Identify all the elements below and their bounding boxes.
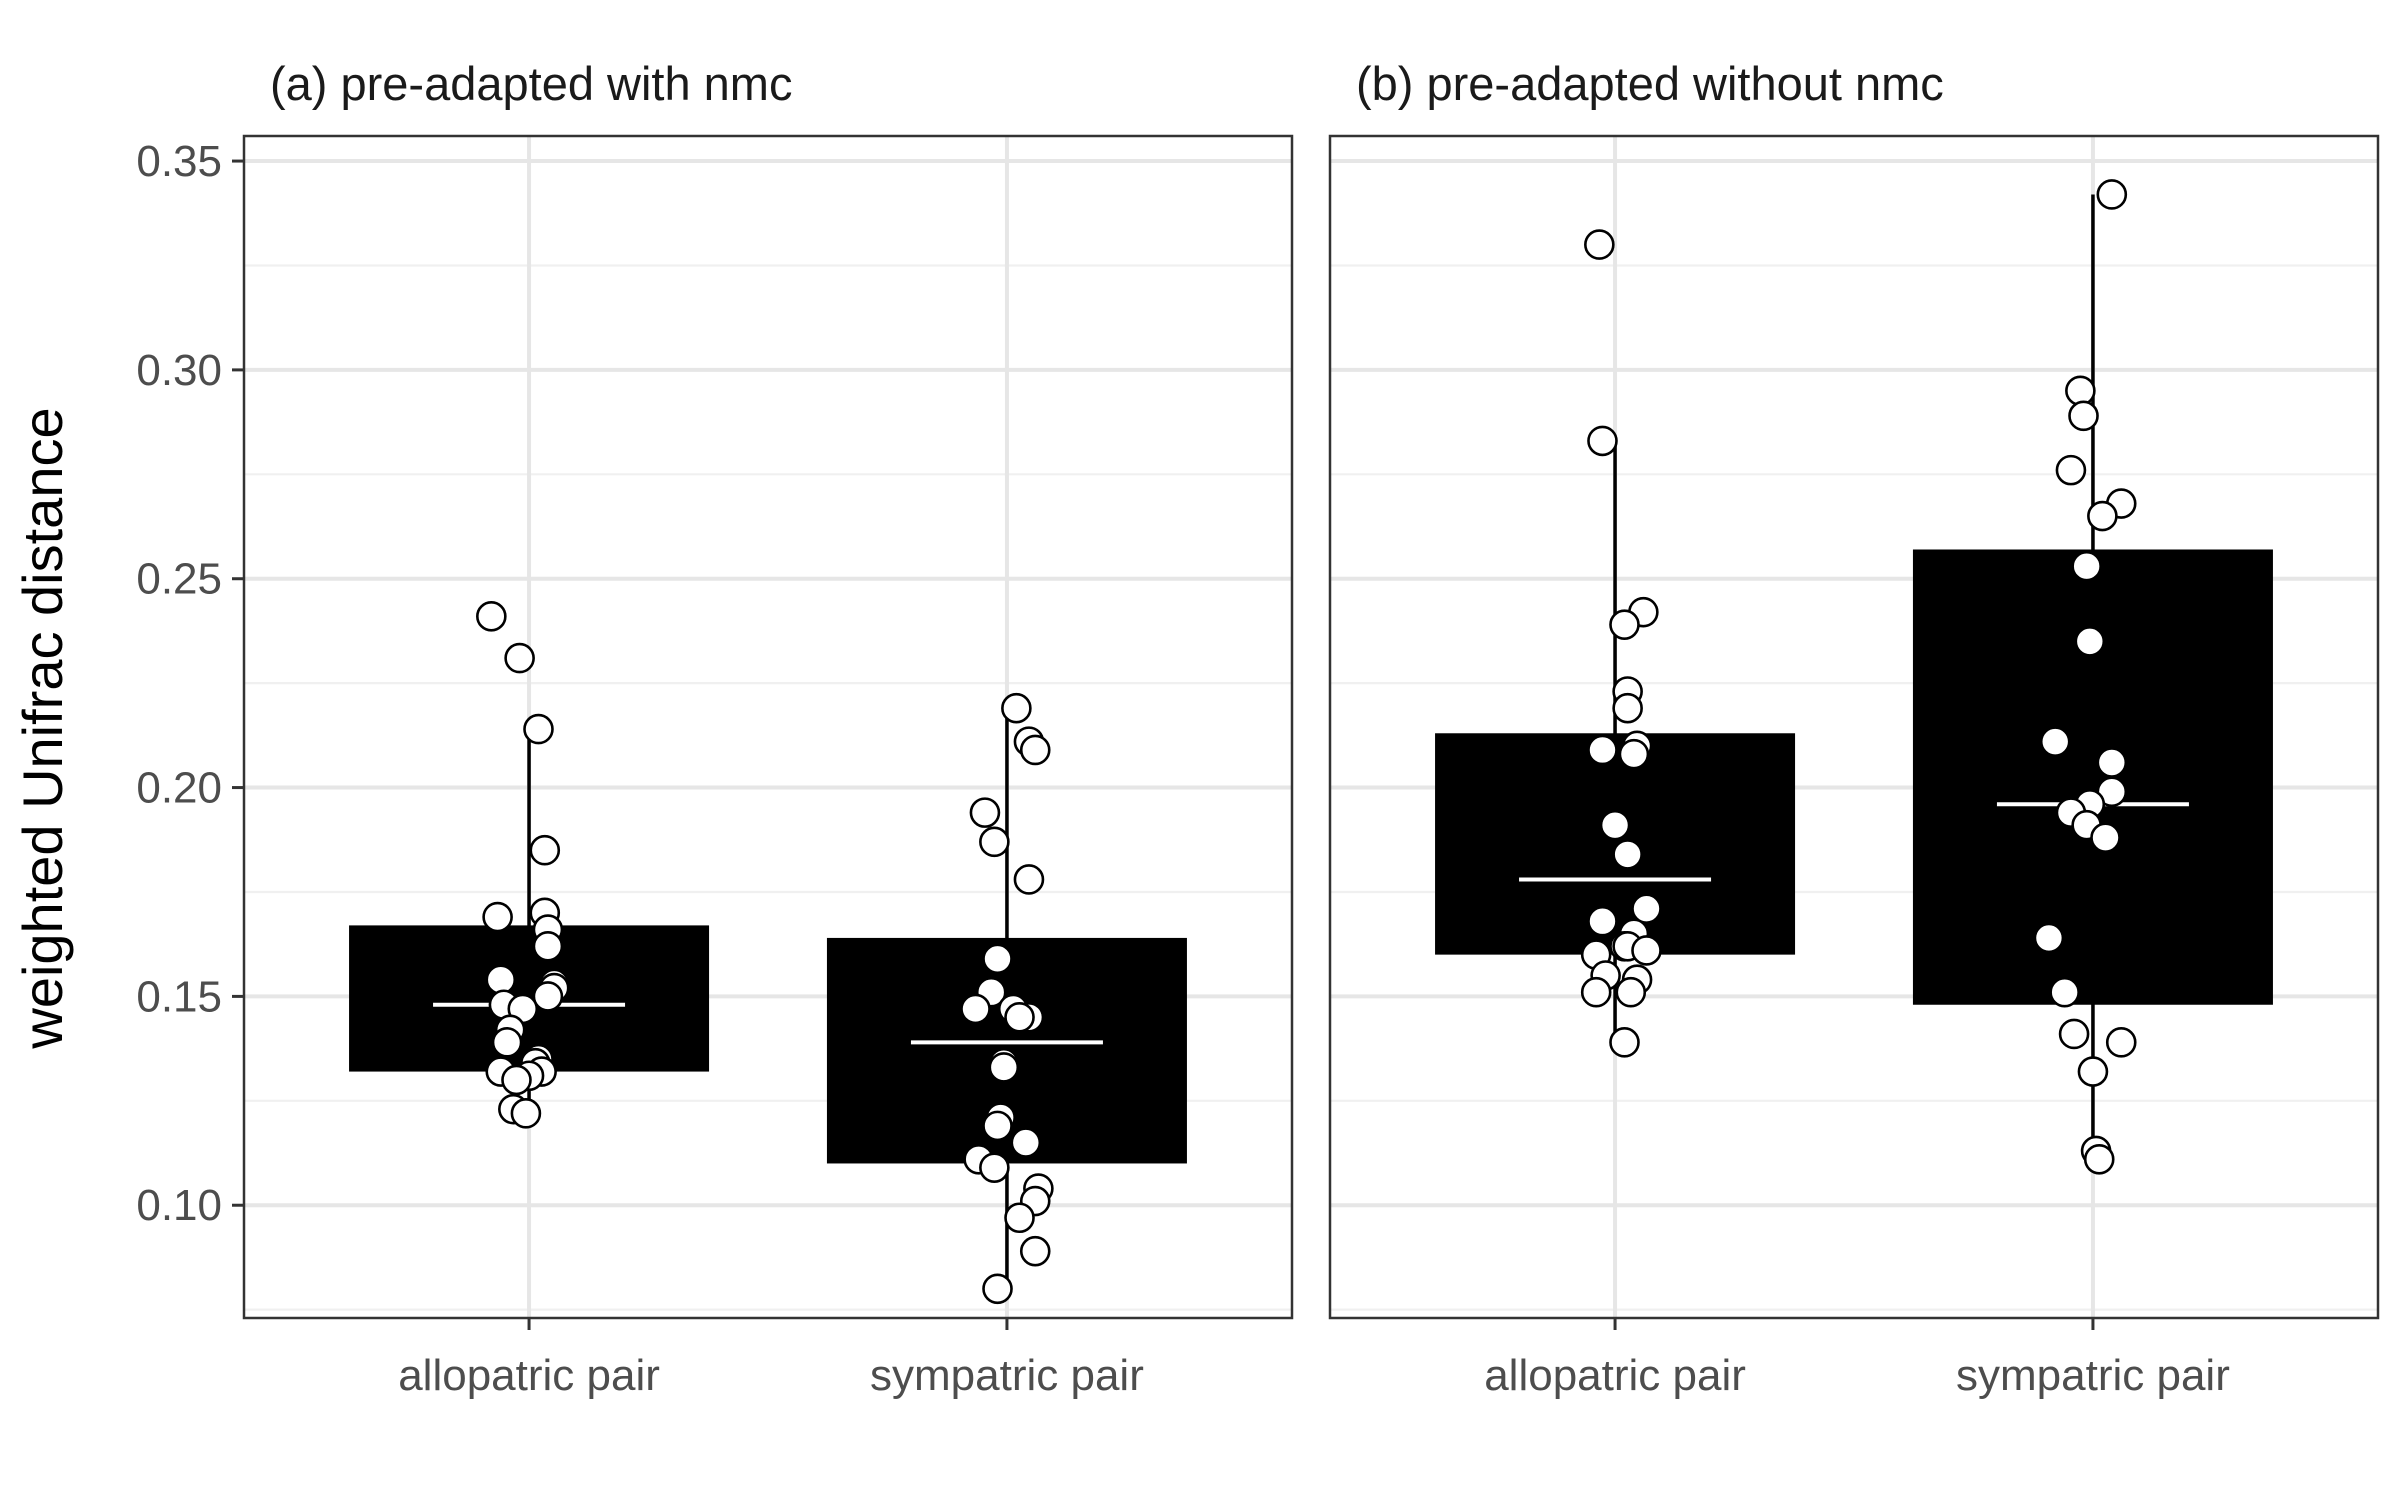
panel-b: (b) pre-adapted without nmc allopatric pa… — [1328, 57, 2380, 1400]
group-allopatric-pair — [1435, 229, 1796, 1058]
data-point — [510, 1098, 542, 1129]
data-point — [988, 1052, 1020, 1083]
data-point — [2049, 976, 2080, 1008]
y-tick-label: 0.10 — [136, 1181, 222, 1230]
x-tick-label: allopatric pair — [1484, 1351, 1746, 1400]
group-sympatric-pair — [826, 692, 1187, 1305]
data-point — [969, 797, 1001, 828]
data-point — [1019, 1235, 1051, 1267]
data-point — [523, 713, 554, 745]
data-point — [1580, 976, 1612, 1008]
y-tick-label: 0.15 — [136, 972, 222, 1021]
data-point — [2071, 550, 2102, 582]
data-point — [1609, 1027, 1640, 1058]
data-point — [1004, 1202, 1035, 1234]
data-point — [2065, 375, 2096, 407]
x-tick-label: allopatric pair — [398, 1351, 660, 1400]
data-point — [2074, 626, 2106, 657]
data-point — [1599, 809, 1631, 841]
data-point — [1587, 425, 1618, 457]
data-point — [982, 1273, 1013, 1305]
data-point — [2068, 400, 2099, 432]
data-point — [2033, 922, 2065, 954]
data-point — [529, 834, 561, 866]
data-point — [1010, 1127, 1042, 1158]
data-point — [1615, 976, 1647, 1008]
data-point — [491, 1027, 523, 1058]
panel-border — [242, 134, 1294, 1320]
x-tick-label: sympatric pair — [870, 1351, 1144, 1400]
data-point — [1004, 1001, 1035, 1033]
data-point — [1609, 609, 1640, 640]
data-point — [2055, 454, 2087, 486]
data-point — [1013, 864, 1045, 895]
data-point — [2077, 1056, 2109, 1087]
data-point — [1631, 893, 1662, 924]
y-axis-title: weighted Unifrac distance — [11, 407, 74, 1049]
data-point — [2096, 747, 2128, 778]
data-point — [476, 601, 507, 632]
group-allopatric-pair — [349, 601, 710, 1129]
data-point — [485, 964, 517, 995]
y-tick-label: 0.20 — [136, 764, 222, 813]
data-point — [2090, 822, 2121, 853]
panel-title: (a) pre-adapted with nmc — [270, 57, 792, 110]
data-point — [1584, 229, 1615, 260]
data-point — [2058, 1018, 2090, 1050]
panel-title: (b) pre-adapted without nmc — [1356, 57, 1944, 110]
data-point — [532, 981, 564, 1012]
data-point — [1618, 738, 1650, 770]
panel-a: (a) pre-adapted with nmc allopatric pair s… — [242, 57, 1294, 1400]
data-point — [1587, 905, 1618, 937]
panels: (a) pre-adapted with nmc allopatric pair s… — [242, 57, 2380, 1400]
data-point — [2096, 179, 2128, 210]
box — [1912, 549, 2273, 1005]
y-tick-label: 0.35 — [136, 137, 222, 186]
data-point — [1587, 734, 1618, 766]
data-point — [1001, 692, 1032, 724]
data-point — [1631, 935, 1662, 966]
data-point — [979, 826, 1010, 858]
data-point — [482, 901, 513, 933]
data-point — [960, 993, 991, 1025]
y-tick-label: 0.30 — [136, 346, 222, 395]
y-axis: 0.10 0.15 0.20 0.25 0.30 0.35 — [136, 137, 244, 1230]
data-point — [2105, 1027, 2137, 1058]
data-point — [1612, 692, 1643, 724]
data-point — [504, 642, 535, 674]
data-point — [982, 1110, 1013, 1142]
x-tick-label: sympatric pair — [1956, 1351, 2230, 1400]
data-point — [2039, 726, 2071, 757]
data-point — [2083, 1143, 2115, 1175]
data-point — [979, 1152, 1010, 1183]
y-tick-label: 0.25 — [136, 555, 222, 604]
data-point — [532, 930, 564, 962]
data-point — [2087, 500, 2118, 532]
data-point — [501, 1064, 532, 1096]
group-sympatric-pair — [1912, 179, 2273, 1175]
data-point — [1019, 734, 1051, 766]
data-point — [982, 943, 1013, 975]
data-point — [1612, 839, 1643, 870]
panel-border — [1328, 134, 2380, 1320]
